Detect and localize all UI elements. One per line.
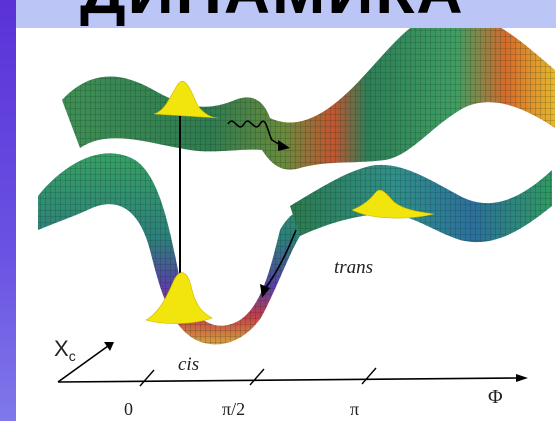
- tick-mark: [361, 367, 377, 385]
- tick-mark: [249, 368, 265, 386]
- xc-axis-label: Xc: [54, 336, 76, 364]
- phi-axis-line: [57, 377, 517, 383]
- tick-mark: [139, 369, 155, 387]
- trans-wavepacket: [351, 189, 435, 219]
- phi-axis-arrowhead: [516, 374, 528, 382]
- tick-label-pi: π: [350, 399, 359, 419]
- excited-wavepacket: [153, 81, 219, 119]
- slide-title: ДИНАМИКА: [80, 0, 465, 23]
- coordinate-axes: [57, 342, 528, 387]
- xc-axis-letter: X: [54, 336, 69, 361]
- potential-energy-surfaces-figure: Xc Φ 0 π/2 π cis trans: [38, 28, 555, 419]
- xc-axis-arrowhead: [104, 342, 114, 351]
- cis-label: cis: [178, 354, 199, 375]
- xc-axis-line: [57, 345, 109, 383]
- phi-axis-label: Φ: [488, 386, 503, 408]
- decay-arrow: [260, 229, 297, 298]
- xc-axis-subscript: c: [69, 348, 76, 364]
- figure-panel: Xc Φ 0 π/2 π cis trans: [16, 28, 556, 421]
- relaxation-arrow: [227, 120, 290, 151]
- tick-label-0: 0: [124, 399, 133, 419]
- excited-state-surface: [62, 28, 555, 170]
- left-accent-bar: [0, 0, 16, 421]
- cis-wavepacket: [145, 272, 213, 324]
- trans-label: trans: [334, 257, 373, 278]
- tick-label-pi-half: π/2: [222, 399, 245, 419]
- ground-state-surface: [38, 153, 552, 345]
